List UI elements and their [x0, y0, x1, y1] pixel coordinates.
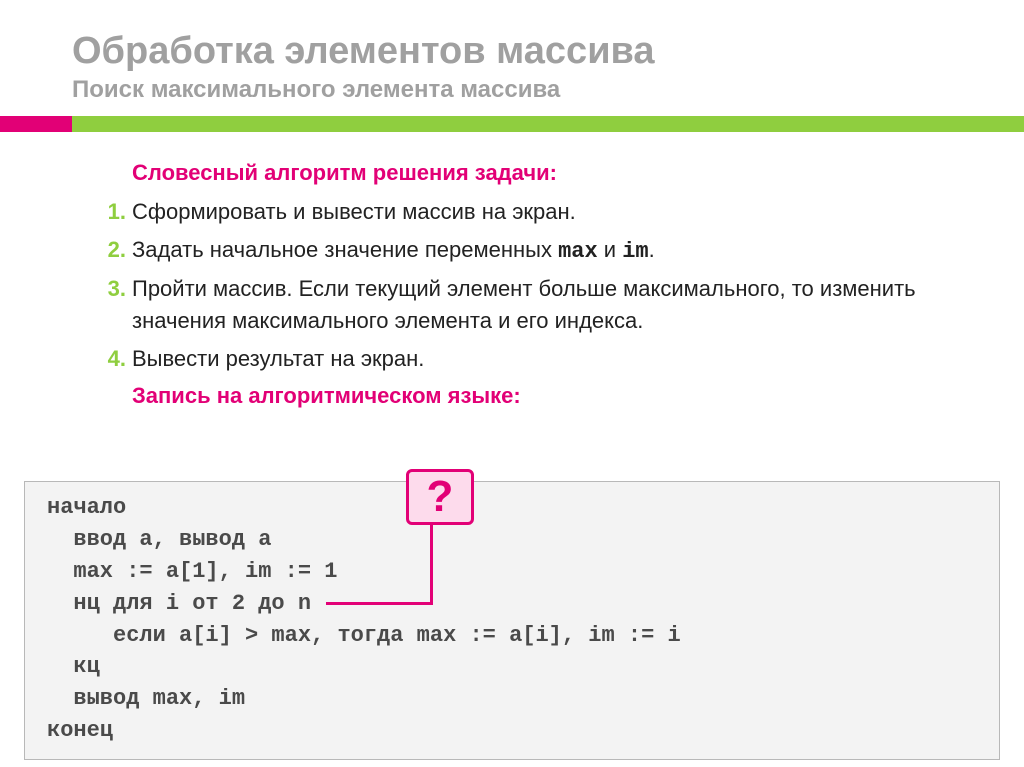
page-subtitle: Поиск максимального элемента массива [72, 76, 1024, 104]
list-item: Сформировать и вывести массив на экран. [90, 196, 984, 228]
code-token-im: im [622, 239, 648, 264]
bar-green [72, 116, 1024, 132]
step-text: . [649, 237, 655, 262]
callout-leader-v [430, 525, 433, 605]
code-line: вывод max, im [47, 683, 979, 715]
code-line: конец [47, 715, 979, 747]
steps-list: Сформировать и вывести массив на экран. … [90, 196, 984, 375]
code-line: max := a[1], im := 1 [47, 556, 979, 588]
code-line: нц для i от 2 до n [47, 588, 979, 620]
record-heading: Запись на алгоритмическом языке: [132, 383, 984, 409]
code-line: начало [47, 492, 979, 524]
bar-pink [0, 116, 72, 132]
algorithm-heading: Словесный алгоритм решения задачи: [132, 160, 984, 186]
code-line: ввод a, вывод a [47, 524, 979, 556]
callout-question: ? [406, 469, 474, 525]
code-line: если a[i] > max, тогда max := a[i], im :… [47, 620, 979, 652]
step-text: Пройти массив. Если текущий элемент боль… [132, 276, 916, 333]
content-area: Словесный алгоритм решения задачи: Сформ… [0, 132, 1024, 409]
code-line: кц [47, 651, 979, 683]
step-text: Сформировать и вывести массив на экран. [132, 199, 576, 224]
step-text: Задать начальное значение переменных [132, 237, 558, 262]
list-item: Пройти массив. Если текущий элемент боль… [90, 273, 984, 337]
step-text: Вывести результат на экран. [132, 346, 424, 371]
page-title: Обработка элементов массива [72, 30, 1024, 74]
code-box: начало ввод a, вывод a max := a[1], im :… [24, 481, 1000, 760]
list-item: Вывести результат на экран. [90, 343, 984, 375]
accent-bars [0, 116, 1024, 132]
list-item: Задать начальное значение переменных max… [90, 234, 984, 268]
question-mark-icon: ? [427, 472, 454, 522]
callout-leader-h [326, 602, 430, 605]
step-text: и [598, 237, 623, 262]
code-token-max: max [558, 239, 598, 264]
